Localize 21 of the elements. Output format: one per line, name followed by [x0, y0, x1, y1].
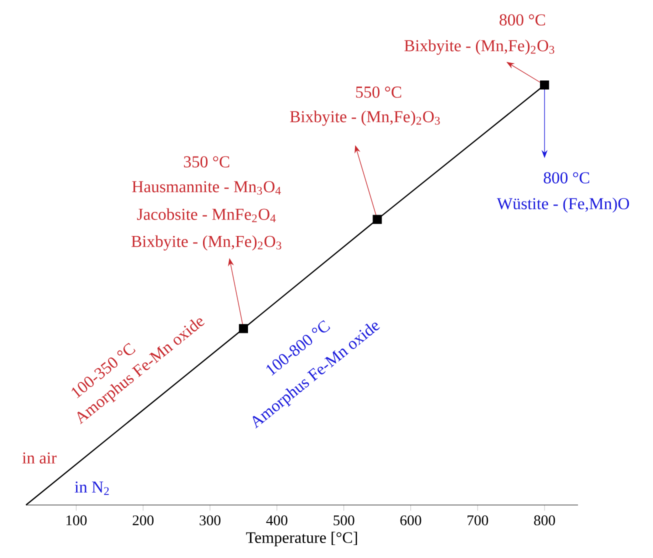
x-tick-label: 400: [266, 515, 288, 526]
text: Bixbyite - (Mn,Fe)$_{2}$O$_{3}$: [404, 40, 554, 55]
annotation: 350 °C: [184, 156, 230, 168]
x-tick-label: 600: [400, 515, 422, 526]
x-tick-label: 100: [66, 515, 87, 526]
x-axis-title: Temperature [°C]: [246, 532, 357, 546]
annotation: Jacobsite - MnFe$_{2}$O$_{4}$: [137, 208, 276, 222]
annotation: Bixbyite - (Mn,Fe)$_{2}$O$_{3}$: [131, 235, 282, 250]
x-tick-label: 500: [334, 515, 354, 526]
x-tick-label: 700: [468, 515, 488, 526]
annotation: 550 °C: [356, 86, 402, 98]
x-tick-label: 200: [132, 515, 154, 526]
annotation: 800 °C: [544, 172, 590, 184]
annotation: Wüstite - (Fe,Mn)O: [496, 198, 630, 213]
annotation: Hausmannite - Mn$_{3}$O$_{4}$: [132, 181, 281, 195]
text: 800 °C: [500, 14, 546, 26]
annotation: Bixbyite - (Mn,Fe)$_{2}$O$_{3}$: [290, 110, 440, 126]
x-tick-label: 300: [200, 515, 220, 526]
annotation: in air: [22, 452, 57, 464]
x-tick-label: 800: [534, 515, 555, 526]
annotation: in N$_{2}$: [74, 481, 109, 495]
